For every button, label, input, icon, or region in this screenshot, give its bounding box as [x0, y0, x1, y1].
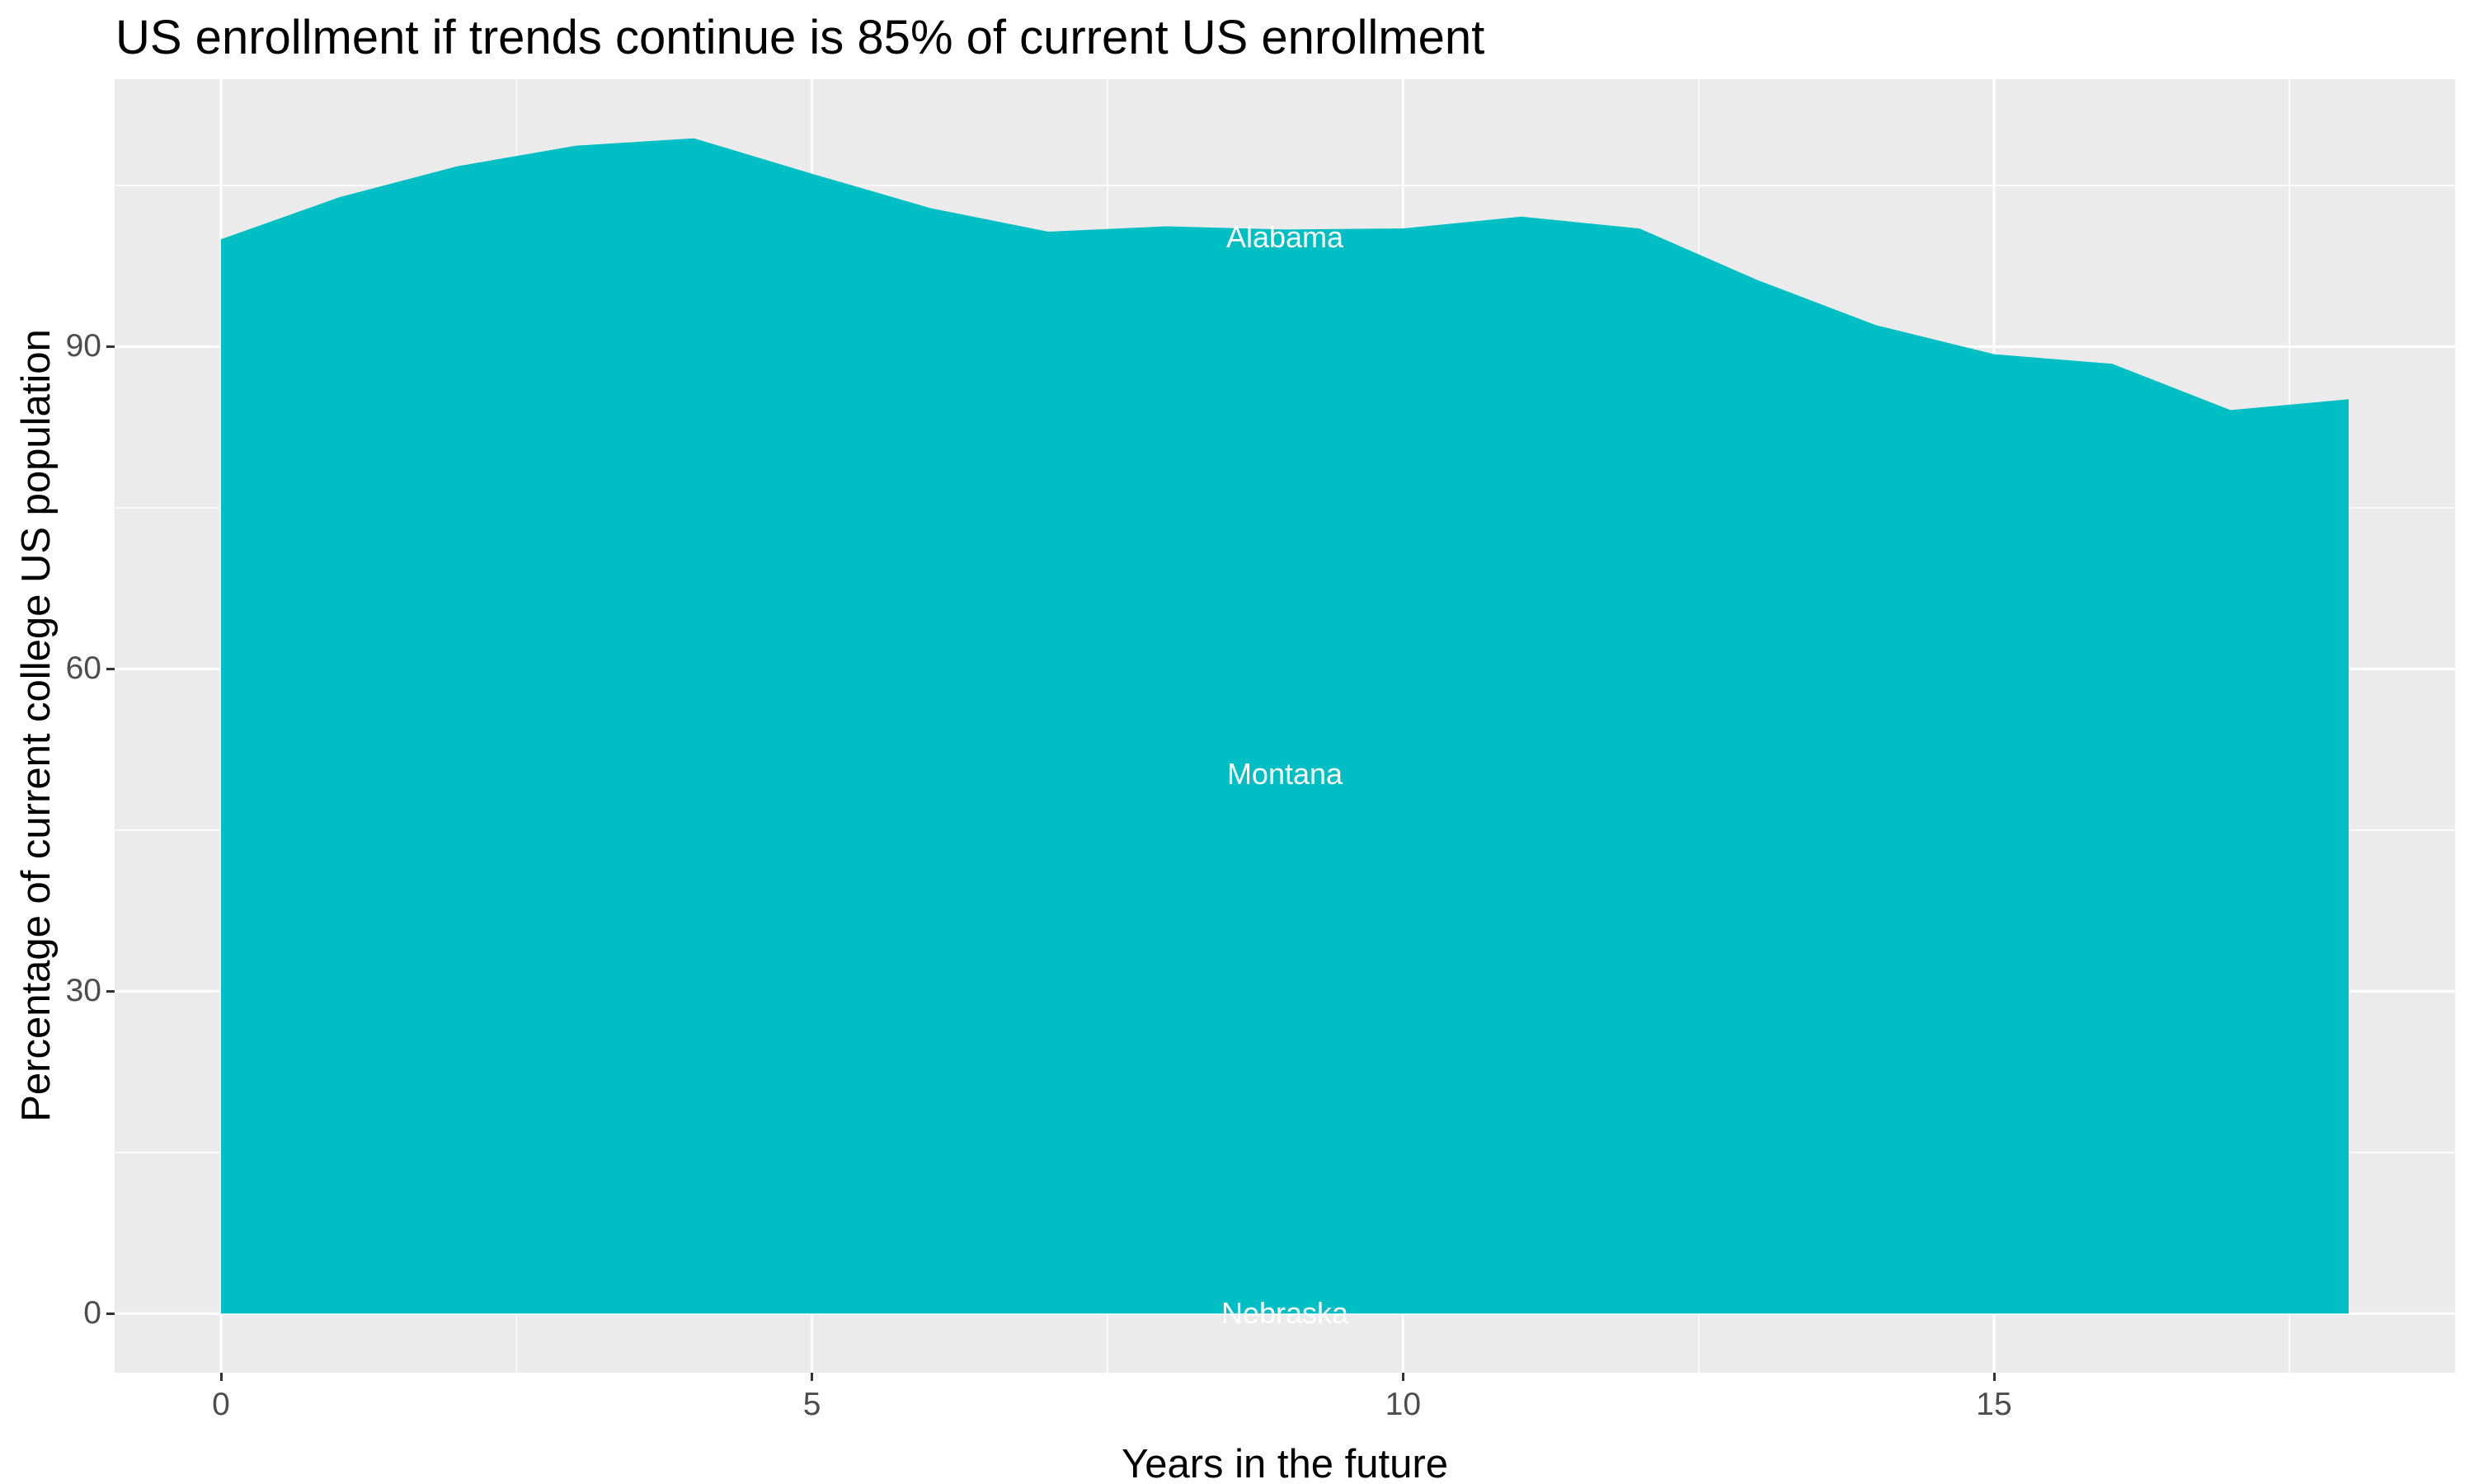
- x-tick-label-10: 10: [1385, 1387, 1422, 1422]
- area-label-alabama: Alabama: [1225, 219, 1344, 254]
- x-tick-mark-15: [1992, 1373, 1996, 1381]
- x-tick-mark-5: [811, 1373, 814, 1381]
- area-label-nebraska: Nebraska: [1221, 1296, 1349, 1331]
- y-tick-label-60: 60: [65, 650, 101, 687]
- y-tick-label-30: 30: [65, 973, 101, 1009]
- x-tick-mark-0: [219, 1373, 223, 1381]
- area-chart: [115, 79, 2455, 1373]
- enrollment-area: [221, 138, 2349, 1314]
- y-tick-label-90: 90: [65, 328, 101, 364]
- x-tick-label-5: 5: [802, 1387, 821, 1422]
- area-label-montana: Montana: [1226, 757, 1343, 791]
- x-tick-mark-10: [1401, 1373, 1404, 1381]
- y-tick-mark-0: [106, 1312, 115, 1315]
- y-tick-mark-30: [106, 989, 115, 993]
- x-axis-title: Years in the future: [1122, 1442, 1448, 1484]
- plot-panel: [115, 79, 2455, 1373]
- y-tick-label-0: 0: [83, 1295, 101, 1331]
- plot-title: US enrollment if trends continue is 85% …: [115, 11, 1485, 64]
- y-tick-mark-60: [106, 667, 115, 670]
- y-tick-mark-90: [106, 345, 115, 348]
- x-tick-label-15: 15: [1976, 1387, 2012, 1422]
- x-tick-label-0: 0: [212, 1387, 230, 1422]
